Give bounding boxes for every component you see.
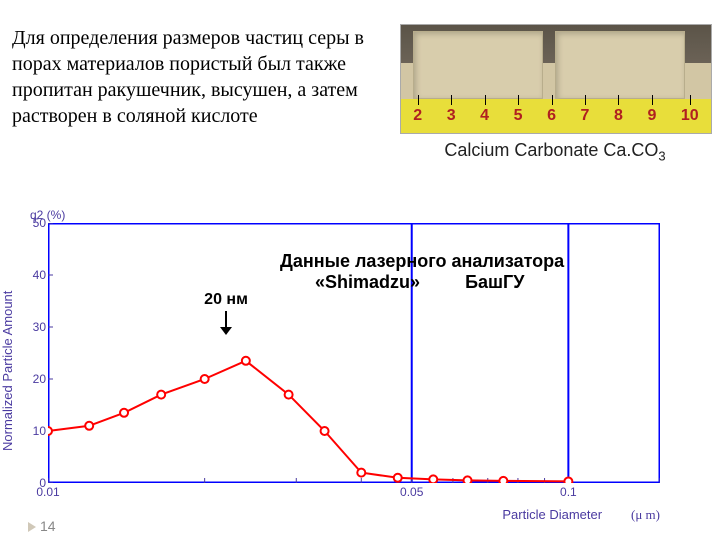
caption-text: Calcium Carbonate Ca.CO <box>444 140 658 160</box>
ruler: 2345678910 <box>401 99 711 133</box>
x-tick-labels: 0.010.050.1 <box>48 485 660 503</box>
triangle-icon <box>28 522 36 532</box>
xlabel-unit: (μ m) <box>631 507 660 522</box>
arrow-icon <box>217 311 235 335</box>
x-axis-label: Particle Diameter (μ m) <box>502 507 660 523</box>
chart-annotation: Данные лазерного анализатора «Shimadzu» … <box>280 251 680 293</box>
photo-caption: Calcium Carbonate Ca.CO3 <box>400 140 710 164</box>
page-number-value: 14 <box>40 518 56 534</box>
xlabel-text: Particle Diameter <box>502 507 602 522</box>
photo-block: 2345678910 Calcium Carbonate Ca.CO3 <box>400 24 710 164</box>
slide-root: Для определения размеров частиц серы в п… <box>0 0 720 540</box>
anno-line2a: «Shimadzu» <box>315 272 420 292</box>
rock-sample-1 <box>413 31 543 99</box>
rock-sample-2 <box>555 31 685 99</box>
anno-line2b: БашГУ <box>465 272 524 292</box>
anno-line1: Данные лазерного анализатора <box>280 251 564 271</box>
paragraph: Для определения размеров частиц серы в п… <box>12 25 380 129</box>
chart: Normalized Particle Amount q2 (%) 010203… <box>0 205 720 525</box>
page-number: 14 <box>28 518 56 534</box>
rock-photo: 2345678910 <box>400 24 712 134</box>
y-tick-labels: 01020304050 <box>22 223 46 483</box>
y-axis-label-outer: Normalized Particle Amount <box>0 253 18 489</box>
caption-sub: 3 <box>658 149 665 164</box>
peak-annotation: 20 нм <box>204 291 248 309</box>
